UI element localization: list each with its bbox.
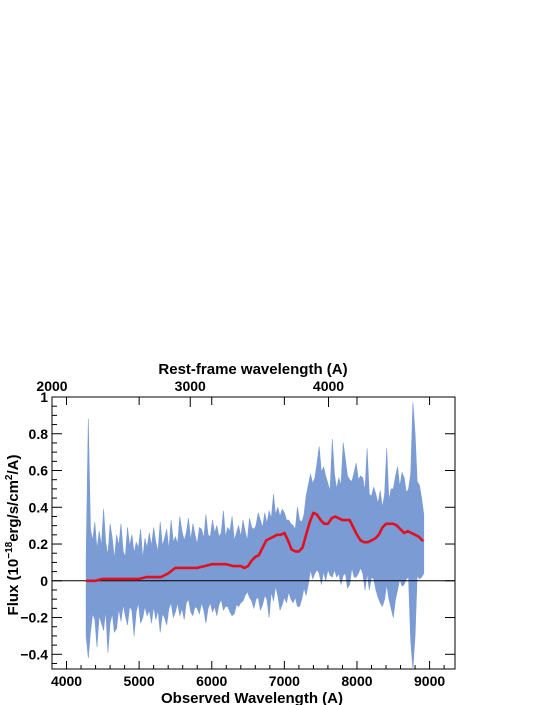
spectrum-noise-band [85, 402, 425, 670]
top-axis-title: Rest-frame wavelength (A) [158, 361, 347, 378]
y-axis-title-suffix: /A) [5, 455, 22, 475]
y-tick-label: 0.8 [29, 426, 49, 442]
model-curve-layer [85, 511, 424, 583]
y-axis-title-exp1: −18 [4, 541, 15, 558]
y-tick-label: 0.4 [29, 499, 49, 515]
y-axis-title: Flux (10−18erg/s/cm2/A) [4, 455, 22, 616]
y-axis-title-mid: erg/s/cm [5, 480, 22, 542]
y-tick-label: −0.2 [20, 610, 48, 626]
y-tick-label: −0.4 [20, 646, 48, 662]
plot-border [51, 396, 456, 670]
y-tick-label: 0.6 [29, 463, 49, 479]
x-tick-label: 6000 [196, 673, 227, 689]
top-tick-label: 4000 [313, 378, 344, 394]
x-axis-title: Observed Wavelength (A) [161, 690, 343, 705]
x-tick-label: 7000 [269, 673, 300, 689]
y-tick-label: 0 [40, 573, 48, 589]
y-axis-title-prefix: Flux (10 [5, 559, 22, 616]
model-curve [85, 511, 424, 583]
y-tick-label: 0.2 [29, 536, 49, 552]
x-tick-label: 8000 [341, 673, 372, 689]
top-tick-label: 2000 [36, 378, 67, 394]
plot-frame [51, 396, 456, 670]
y-tick-label: 1 [40, 389, 48, 405]
x-tick-label: 5000 [124, 673, 155, 689]
top-tick-label: 3000 [175, 378, 206, 394]
x-tick-label: 9000 [414, 673, 445, 689]
x-tick-label: 4000 [51, 673, 82, 689]
spectrum-band-layer [85, 402, 425, 670]
y-axis-title-exp2: 2 [4, 474, 15, 480]
